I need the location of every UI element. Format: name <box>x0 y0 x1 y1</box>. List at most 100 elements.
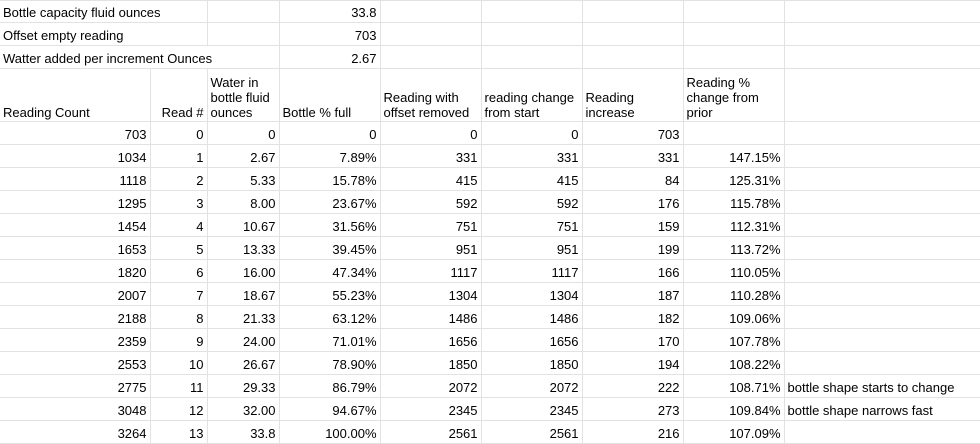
pct-change-cell[interactable] <box>683 121 785 145</box>
note-cell[interactable] <box>784 190 980 214</box>
reading-count-cell[interactable]: 2188 <box>0 305 151 329</box>
empty-cell[interactable] <box>784 45 980 69</box>
water-ounces-cell[interactable]: 21.33 <box>207 305 280 329</box>
header-change-from-start[interactable]: reading change from start <box>481 68 583 122</box>
water-ounces-cell[interactable]: 5.33 <box>207 167 280 191</box>
reading-increase-cell[interactable]: 166 <box>582 259 684 283</box>
reading-count-cell[interactable]: 2775 <box>0 374 151 398</box>
offset-removed-cell[interactable]: 331 <box>380 144 482 168</box>
offset-removed-cell[interactable]: 1850 <box>380 351 482 375</box>
reading-count-cell[interactable]: 3048 <box>0 397 151 421</box>
bottle-pct-full-cell[interactable]: 39.45% <box>279 236 381 260</box>
reading-increase-cell[interactable]: 273 <box>582 397 684 421</box>
header-read-number[interactable]: Read # <box>150 68 208 122</box>
reading-count-cell[interactable]: 1034 <box>0 144 151 168</box>
change-from-start-cell[interactable]: 1486 <box>481 305 583 329</box>
pct-change-cell[interactable]: 113.72% <box>683 236 785 260</box>
pct-change-cell[interactable]: 147.15% <box>683 144 785 168</box>
empty-cell[interactable] <box>683 0 785 23</box>
water-ounces-cell[interactable]: 24.00 <box>207 328 280 352</box>
read-number-cell[interactable]: 0 <box>150 121 208 145</box>
reading-count-cell[interactable]: 3264 <box>0 420 151 444</box>
reading-increase-cell[interactable]: 703 <box>582 121 684 145</box>
water-ounces-cell[interactable]: 8.00 <box>207 190 280 214</box>
empty-cell[interactable] <box>380 22 482 46</box>
read-number-cell[interactable]: 8 <box>150 305 208 329</box>
empty-cell[interactable] <box>784 22 980 46</box>
reading-count-cell[interactable]: 2359 <box>0 328 151 352</box>
empty-cell[interactable] <box>784 68 980 122</box>
empty-cell[interactable] <box>380 45 482 69</box>
note-cell[interactable] <box>784 351 980 375</box>
water-ounces-cell[interactable]: 33.8 <box>207 420 280 444</box>
pct-change-cell[interactable]: 107.09% <box>683 420 785 444</box>
pct-change-cell[interactable]: 107.78% <box>683 328 785 352</box>
pct-change-cell[interactable]: 112.31% <box>683 213 785 237</box>
change-from-start-cell[interactable]: 2345 <box>481 397 583 421</box>
pct-change-cell[interactable]: 110.28% <box>683 282 785 306</box>
bottle-pct-full-cell[interactable]: 63.12% <box>279 305 381 329</box>
reading-increase-cell[interactable]: 170 <box>582 328 684 352</box>
water-ounces-cell[interactable]: 0 <box>207 121 280 145</box>
param-label[interactable]: Bottle capacity fluid ounces <box>0 0 208 23</box>
empty-cell[interactable] <box>683 22 785 46</box>
pct-change-cell[interactable]: 125.31% <box>683 167 785 191</box>
change-from-start-cell[interactable]: 415 <box>481 167 583 191</box>
read-number-cell[interactable]: 9 <box>150 328 208 352</box>
pct-change-cell[interactable]: 108.22% <box>683 351 785 375</box>
water-ounces-cell[interactable]: 29.33 <box>207 374 280 398</box>
reading-increase-cell[interactable]: 216 <box>582 420 684 444</box>
change-from-start-cell[interactable]: 1117 <box>481 259 583 283</box>
bottle-pct-full-cell[interactable]: 47.34% <box>279 259 381 283</box>
bottle-pct-full-cell[interactable]: 7.89% <box>279 144 381 168</box>
reading-count-cell[interactable]: 1295 <box>0 190 151 214</box>
water-ounces-cell[interactable]: 32.00 <box>207 397 280 421</box>
header-bottle-pct-full[interactable]: Bottle % full <box>279 68 381 122</box>
note-cell[interactable] <box>784 259 980 283</box>
header-reading-increase[interactable]: Reading increase <box>582 68 684 122</box>
note-cell[interactable] <box>784 420 980 444</box>
offset-removed-cell[interactable]: 2345 <box>380 397 482 421</box>
note-cell[interactable] <box>784 236 980 260</box>
empty-cell[interactable] <box>582 0 684 23</box>
note-cell[interactable] <box>784 144 980 168</box>
bottle-pct-full-cell[interactable]: 71.01% <box>279 328 381 352</box>
change-from-start-cell[interactable]: 331 <box>481 144 583 168</box>
read-number-cell[interactable]: 4 <box>150 213 208 237</box>
bottle-pct-full-cell[interactable]: 23.67% <box>279 190 381 214</box>
note-cell[interactable]: bottle shape starts to change <box>784 374 980 398</box>
change-from-start-cell[interactable]: 1656 <box>481 328 583 352</box>
bottle-pct-full-cell[interactable]: 78.90% <box>279 351 381 375</box>
change-from-start-cell[interactable]: 951 <box>481 236 583 260</box>
bottle-pct-full-cell[interactable]: 31.56% <box>279 213 381 237</box>
reading-increase-cell[interactable]: 84 <box>582 167 684 191</box>
reading-count-cell[interactable]: 1118 <box>0 167 151 191</box>
header-pct-change[interactable]: Reading % change from prior <box>683 68 785 122</box>
note-cell[interactable] <box>784 328 980 352</box>
note-cell[interactable] <box>784 167 980 191</box>
header-reading-count[interactable]: Reading Count <box>0 68 151 122</box>
reading-count-cell[interactable]: 1820 <box>0 259 151 283</box>
param-value[interactable]: 33.8 <box>279 0 381 23</box>
empty-cell[interactable] <box>481 45 583 69</box>
read-number-cell[interactable]: 7 <box>150 282 208 306</box>
reading-increase-cell[interactable]: 187 <box>582 282 684 306</box>
water-ounces-cell[interactable]: 2.67 <box>207 144 280 168</box>
empty-cell[interactable] <box>380 0 482 23</box>
reading-count-cell[interactable]: 703 <box>0 121 151 145</box>
reading-count-cell[interactable]: 2553 <box>0 351 151 375</box>
bottle-pct-full-cell[interactable]: 94.67% <box>279 397 381 421</box>
water-ounces-cell[interactable]: 26.67 <box>207 351 280 375</box>
change-from-start-cell[interactable]: 1304 <box>481 282 583 306</box>
param-label[interactable]: Offset empty reading <box>0 22 208 46</box>
reading-increase-cell[interactable]: 222 <box>582 374 684 398</box>
note-cell[interactable] <box>784 305 980 329</box>
reading-count-cell[interactable]: 2007 <box>0 282 151 306</box>
offset-removed-cell[interactable]: 1656 <box>380 328 482 352</box>
offset-removed-cell[interactable]: 2072 <box>380 374 482 398</box>
pct-change-cell[interactable]: 109.84% <box>683 397 785 421</box>
empty-cell[interactable] <box>481 22 583 46</box>
water-ounces-cell[interactable]: 10.67 <box>207 213 280 237</box>
read-number-cell[interactable]: 3 <box>150 190 208 214</box>
read-number-cell[interactable]: 10 <box>150 351 208 375</box>
